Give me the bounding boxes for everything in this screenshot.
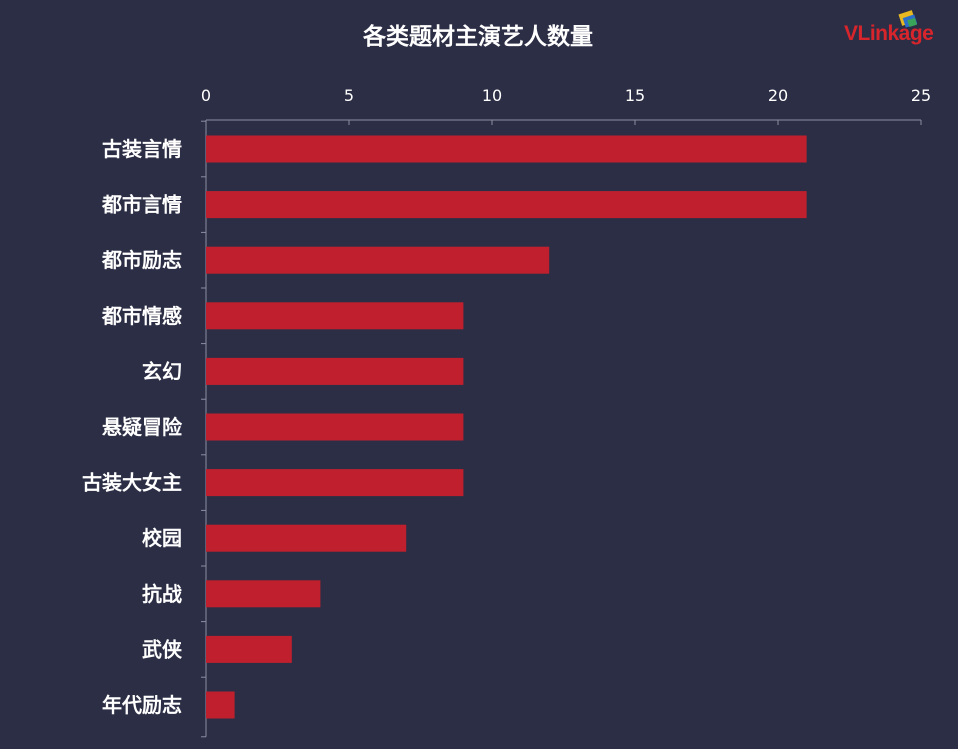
x-axis: 0 5 10 15 20 25 [201,86,931,125]
category-label: 古装大女主 [82,471,182,495]
x-tick-label: 0 [201,86,211,105]
category-label: 都市言情 [101,193,182,217]
category-label: 校园 [142,526,182,550]
bar [206,691,235,719]
bar [206,246,550,274]
x-tick-label: 20 [768,86,788,105]
bar [206,524,407,552]
bar [206,302,464,330]
x-tick-label: 15 [625,86,645,105]
bar [206,469,464,497]
bar [206,135,807,163]
category-label: 武侠 [142,637,183,661]
brand-text: VLinkage [844,22,934,45]
category-label: 抗战 [142,582,182,606]
category-label: 玄幻 [142,359,182,383]
category-label: 悬疑冒险 [102,415,183,439]
bar [206,357,464,385]
x-tick-label: 10 [482,86,502,105]
chart-title: 各类题材主演艺人数量 [362,23,593,50]
bars-group [206,135,807,719]
category-label: 古装言情 [102,137,182,161]
bar [206,580,321,608]
bar [206,191,807,219]
category-label: 年代励志 [102,693,182,717]
category-label: 都市励志 [101,248,182,272]
logo-mark-icon [898,10,918,28]
x-tick-label: 5 [344,86,354,105]
category-label: 都市情感 [101,304,182,328]
x-tick-label: 25 [911,86,931,105]
brand-logo: VLinkage [826,8,958,48]
bar [206,413,464,441]
bar [206,635,292,663]
